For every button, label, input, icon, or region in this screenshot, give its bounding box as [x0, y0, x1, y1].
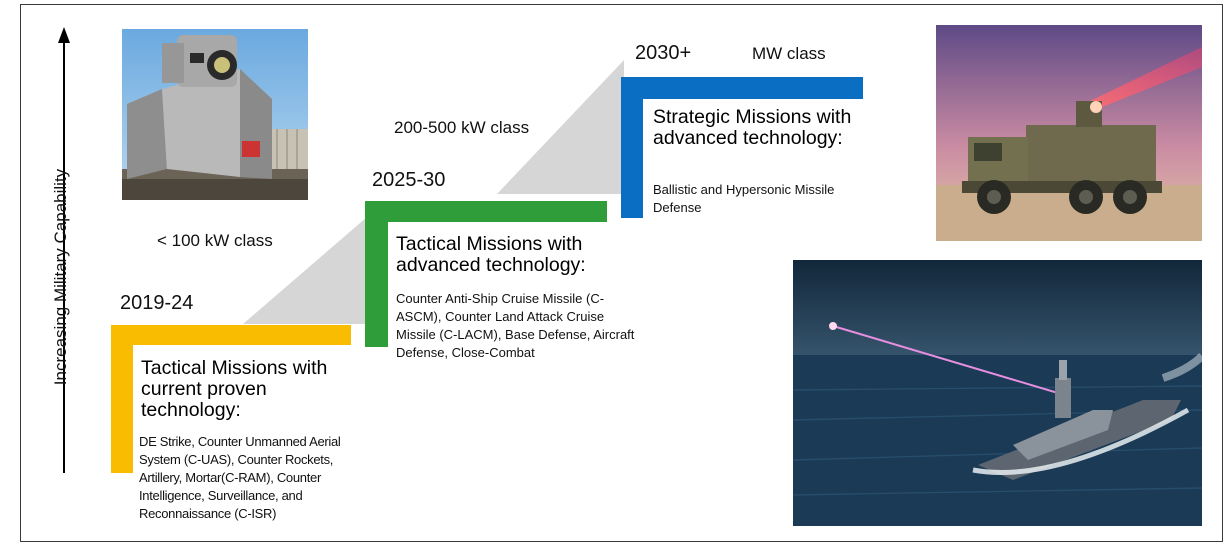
tier-2-bar-side — [365, 201, 388, 347]
tier-3-power-class: MW class — [752, 44, 826, 63]
warship-photo — [793, 260, 1202, 526]
tier-3-years: 2030+ — [635, 42, 692, 64]
figure-frame: Increasing Military Capability — [20, 4, 1223, 542]
axis-arrowhead — [58, 27, 70, 43]
axis-line — [63, 41, 65, 473]
wedge-connector — [497, 60, 624, 194]
tier-2-power-class: 200-500 kW class — [394, 118, 530, 137]
wedge-connector — [243, 217, 367, 324]
tier-1-years: 2019-24 — [120, 292, 194, 314]
tier-1-power-class: < 100 kW class — [157, 231, 273, 250]
tier-2-years: 2025-30 — [372, 169, 446, 191]
tier-3-bar-side — [621, 77, 643, 218]
tier-3-description: Ballistic and Hypersonic Missile Defense — [653, 182, 835, 215]
tier-2-heading: Tactical Missions with advanced technolo… — [396, 233, 586, 276]
tier-3-heading: Strategic Missions with advanced technol… — [653, 106, 852, 149]
tier-3-bar-top — [621, 77, 863, 99]
tier-2-description: Counter Anti-Ship Cruise Missile (C-ASCM… — [396, 291, 635, 360]
tier-1-heading: Tactical Missions with current proven te… — [141, 357, 328, 421]
tier-1-description: DE Strike, Counter Unmanned Aerial Syste… — [139, 434, 341, 521]
laser-truck-photo — [936, 25, 1202, 241]
tier-1-bar-side — [111, 325, 133, 473]
axis-label: Increasing Military Capability — [51, 168, 70, 386]
tier-2-bar-top — [365, 201, 607, 222]
wedge-shape — [497, 60, 624, 194]
tier-1-bar-top — [111, 325, 351, 345]
laser-turret-photo — [122, 29, 308, 200]
wedge-shape — [243, 217, 367, 324]
